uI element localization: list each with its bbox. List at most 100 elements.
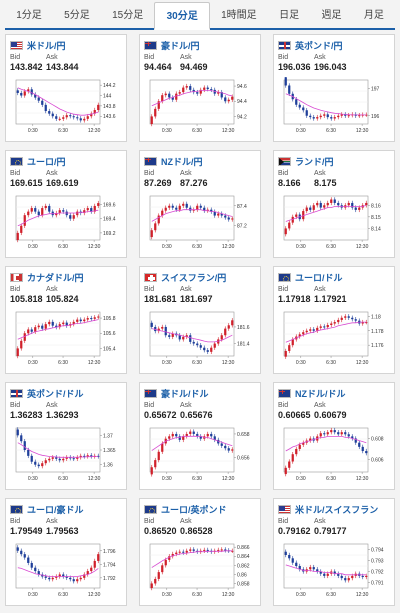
- currency-card[interactable]: NZドル/円 Bid Ask 87.269 87.276 87.4 87.2 0:3…: [139, 150, 261, 258]
- currency-card[interactable]: カナダドル/円 Bid Ask 105.818 105.824 105.8 105…: [5, 266, 127, 374]
- candlestick-chart[interactable]: 181.6 181.4 0:30 6:30 12:30: [144, 309, 258, 369]
- y-tick-label: 1.794: [103, 562, 116, 568]
- currency-card[interactable]: スイスフラン/円 Bid Ask 181.681 181.697 181.6 18…: [139, 266, 261, 374]
- currency-card[interactable]: ユーロ/英ポンド Bid Ask 0.86520 0.86528 0.866 0.…: [139, 498, 261, 606]
- currency-pair-link[interactable]: ユーロ/円: [27, 156, 66, 167]
- candle-body: [316, 569, 319, 572]
- candle-body: [217, 439, 220, 444]
- candle-body: [27, 329, 30, 334]
- candlestick-chart[interactable]: 87.4 87.2 0:30 6:30 12:30: [144, 193, 258, 253]
- tab-monthly[interactable]: 月足: [363, 10, 384, 21]
- candle-body: [354, 319, 357, 321]
- x-tick-label: 6:30: [192, 476, 202, 482]
- currency-pair-link[interactable]: ユーロ/ドル: [295, 272, 343, 283]
- candle-body: [347, 434, 350, 437]
- currency-pair-link[interactable]: 米ドル/円: [27, 40, 66, 51]
- candle-body: [16, 547, 19, 551]
- tab-30min[interactable]: 30分足: [154, 2, 210, 30]
- currency-card[interactable]: 英ポンド/円 Bid Ask 196.036 196.043 197 196 0:3…: [273, 34, 395, 142]
- bid-value: 181.681: [144, 294, 177, 304]
- currency-pair-link[interactable]: 豪ドル/円: [161, 40, 200, 51]
- candle-body: [83, 574, 86, 578]
- candle-body: [161, 565, 164, 573]
- currency-pair-link[interactable]: NZドル/円: [161, 156, 203, 167]
- ask-value: 181.697: [180, 294, 213, 304]
- currency-pair-link[interactable]: カナダドル/円: [27, 272, 84, 283]
- candlestick-chart[interactable]: 0.608 0.606 0:30 6:30 12:30: [278, 425, 392, 485]
- candlestick-chart[interactable]: 0.866 0.864 0.862 0.86 0.858 0:30 6:30 12:30: [144, 541, 258, 601]
- candle-body: [175, 93, 178, 100]
- candlestick-chart[interactable]: 1.796 1.794 1.792 0:30 6:30 12:30: [10, 541, 124, 601]
- y-tick-label: 0.794: [371, 548, 384, 554]
- candle-body: [220, 549, 223, 551]
- currency-card[interactable]: ユーロ/豪ドル Bid Ask 1.79549 1.79563 1.796 1.7…: [5, 498, 127, 606]
- tab-5min[interactable]: 5分足: [64, 10, 90, 21]
- x-tick-label: 0:30: [28, 360, 38, 366]
- candlestick-chart[interactable]: 1.37 1.365 1.36 0:30 6:30 12:30: [10, 425, 124, 485]
- currency-card[interactable]: 米ドル/円 Bid Ask 143.842 143.844 144.2 144 14…: [5, 34, 127, 142]
- currency-card[interactable]: ランド/円 Bid Ask 8.166 8.175 8.16 8.15 8.14 0:…: [273, 150, 395, 258]
- x-tick-label: 0:30: [28, 592, 38, 598]
- tab-15min[interactable]: 15分足: [112, 10, 144, 21]
- candle-body: [312, 567, 315, 570]
- currency-pair-link[interactable]: ユーロ/豪ドル: [27, 504, 84, 515]
- candlestick-chart[interactable]: 94.6 94.4 94.2 0:30 6:30 12:30: [144, 77, 258, 137]
- x-tick-label: 0:30: [296, 592, 306, 598]
- candle-body: [337, 573, 340, 576]
- candle-body: [150, 116, 153, 124]
- candle-body: [330, 430, 333, 433]
- y-tick-label: 0.656: [237, 456, 250, 462]
- candlestick-chart[interactable]: 8.16 8.15 8.14 0:30 6:30 12:30: [278, 193, 392, 253]
- candlestick-chart[interactable]: 144.2 144 143.8 143.6 0:30 6:30 12:30: [10, 77, 124, 137]
- currency-card[interactable]: 豪ドル/ドル Bid Ask 0.65672 0.65676 0.658 0.65…: [139, 382, 261, 490]
- currency-card[interactable]: ユーロ/円 Bid Ask 169.615 169.619 169.6 169.4…: [5, 150, 127, 258]
- candle-body: [330, 323, 333, 325]
- candle-body: [319, 433, 322, 437]
- y-tick-label: 105.4: [103, 346, 116, 352]
- currency-pair-link[interactable]: ユーロ/英ポンド: [161, 504, 227, 515]
- currency-pair-link[interactable]: 英ポンド/円: [295, 40, 343, 51]
- ask-label: Ask: [46, 170, 58, 177]
- candle-body: [154, 578, 157, 584]
- us-flag-icon: [278, 504, 291, 514]
- candle-body: [97, 316, 100, 318]
- y-tick-label: 0.658: [237, 432, 250, 438]
- candle-body: [37, 325, 40, 328]
- x-tick-label: 12:30: [222, 360, 235, 366]
- tab-daily[interactable]: 日足: [279, 10, 300, 21]
- currency-pair-link[interactable]: 豪ドル/ドル: [161, 388, 209, 399]
- x-tick-label: 6:30: [58, 244, 68, 250]
- currency-card[interactable]: NZドル/ドル Bid Ask 0.60665 0.60679 0.608 0.6…: [273, 382, 395, 490]
- bid-value: 0.86520: [144, 526, 177, 536]
- tab-1hour[interactable]: 1時間足: [221, 10, 257, 21]
- candlestick-chart[interactable]: 1.18 1.178 1.176 0:30 6:30 12:30: [278, 309, 392, 369]
- currency-card[interactable]: 豪ドル/円 Bid Ask 94.464 94.469 94.6 94.4 94.2…: [139, 34, 261, 142]
- candle-body: [62, 117, 65, 119]
- bid-label: Bid: [278, 54, 289, 61]
- candlestick-chart[interactable]: 0.794 0.793 0.792 0.791 0:30 6:30 12:30: [278, 541, 392, 601]
- currency-pair-link[interactable]: 英ポンド/ドル: [27, 388, 84, 399]
- candlestick-chart[interactable]: 169.6 169.4 169.2 0:30 6:30 12:30: [10, 193, 124, 253]
- currency-pair-link[interactable]: NZドル/ドル: [295, 388, 346, 399]
- ask-label: Ask: [46, 286, 58, 293]
- currency-pair-link[interactable]: スイスフラン/円: [161, 272, 227, 283]
- candlestick-chart[interactable]: 0.658 0.656 0:30 6:30 12:30: [144, 425, 258, 485]
- currency-card[interactable]: 米ドル/スイスフラン Bid Ask 0.79162 0.79177 0.794…: [273, 498, 395, 606]
- currency-card[interactable]: ユーロ/ドル Bid Ask 1.17918 1.17921 1.18 1.178…: [273, 266, 395, 374]
- candle-body: [309, 567, 312, 570]
- card-header: 豪ドル/ドル: [144, 387, 209, 399]
- tab-1min[interactable]: 1分足: [16, 10, 42, 21]
- candlestick-chart[interactable]: 105.8 105.6 105.4 0:30 6:30 12:30: [10, 309, 124, 369]
- currency-card[interactable]: 英ポンド/ドル Bid Ask 1.36283 1.36293 1.37 1.36…: [5, 382, 127, 490]
- bid-value: 169.615: [10, 178, 43, 188]
- candle-body: [86, 318, 89, 320]
- tab-weekly[interactable]: 週足: [321, 10, 342, 21]
- bid-value: 196.036: [278, 62, 311, 72]
- x-tick-label: 0:30: [296, 128, 306, 134]
- candle-body: [302, 442, 305, 445]
- candlestick-chart[interactable]: 197 196 0:30 6:30 12:30: [278, 77, 392, 137]
- currency-pair-link[interactable]: ランド/円: [295, 156, 334, 167]
- currency-pair-link[interactable]: 米ドル/スイスフラン: [295, 504, 379, 515]
- candle-body: [316, 327, 319, 331]
- candle-body: [291, 558, 294, 563]
